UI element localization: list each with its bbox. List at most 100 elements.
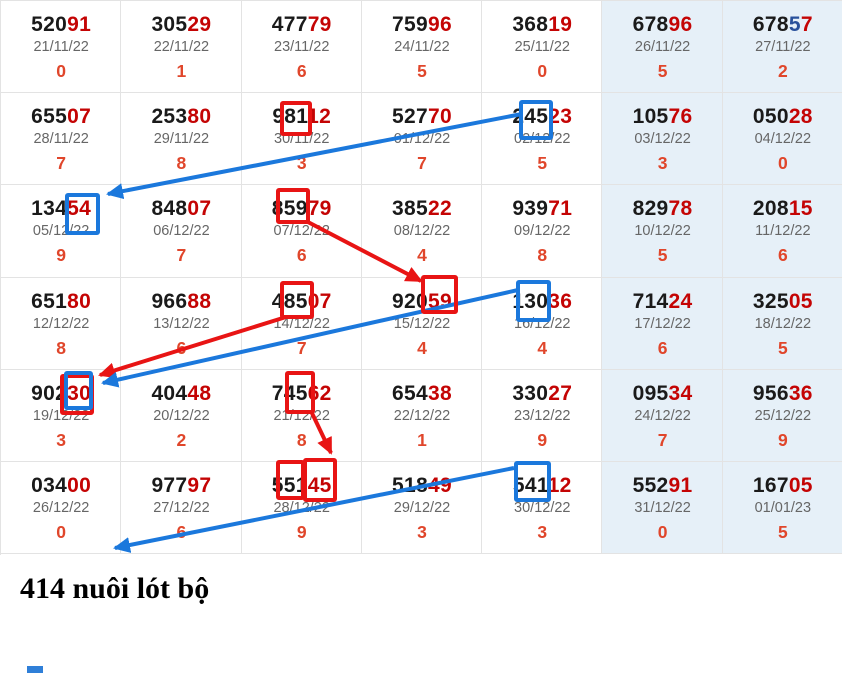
result-number: 54112 [512, 473, 572, 497]
result-number: 92059 [392, 289, 452, 313]
prediction-digit: 6 [176, 521, 187, 542]
prediction-digit: 3 [417, 521, 427, 542]
result-cell: 92059 15/12/22 4 [361, 277, 483, 370]
result-date: 09/12/22 [514, 223, 571, 240]
prediction-digit: 0 [777, 153, 788, 174]
result-date: 10/12/22 [634, 223, 691, 240]
result-date: 18/12/22 [754, 315, 812, 332]
prediction-digit: 0 [537, 61, 548, 81]
prediction-digit: 5 [417, 61, 427, 81]
result-cell: 71424 17/12/22 6 [602, 277, 723, 370]
result-date: 13/12/22 [153, 315, 210, 332]
result-date: 22/12/22 [393, 407, 451, 424]
prediction-digit: 8 [176, 153, 187, 174]
result-number: 38522 [392, 197, 452, 221]
prediction-digit: 2 [777, 61, 788, 81]
footer-caption: 414 nuôi lót bộ [20, 572, 210, 605]
prediction-digit: 8 [56, 337, 66, 358]
result-number: 09534 [632, 381, 693, 405]
result-date: 25/11/22 [514, 39, 570, 55]
result-number: 48507 [271, 289, 332, 313]
result-cell: 95636 25/12/22 9 [722, 369, 842, 462]
result-date: 23/11/22 [274, 39, 330, 55]
result-date: 01/01/23 [754, 499, 812, 516]
result-cell: 55291 31/12/22 0 [602, 461, 723, 555]
prediction-digit: 4 [417, 245, 427, 266]
result-date: 26/12/22 [32, 499, 90, 516]
result-cell: 48507 14/12/22 7 [241, 277, 362, 370]
result-number: 10576 [632, 105, 693, 129]
result-cell: 55145 28/12/22 9 [241, 461, 362, 555]
result-date: 08/12/22 [393, 223, 451, 240]
result-date: 06/12/22 [153, 223, 210, 240]
result-number: 74562 [271, 381, 332, 405]
result-date: 04/12/22 [754, 131, 812, 148]
result-number: 33027 [512, 381, 573, 405]
result-cell: 40448 20/12/22 2 [121, 369, 242, 462]
result-number: 71424 [632, 289, 693, 313]
result-number: 20815 [752, 197, 813, 221]
result-number: 52770 [392, 105, 452, 129]
result-number: 90230 [31, 381, 92, 405]
prediction-digit: 6 [657, 337, 668, 358]
result-number: 13454 [31, 197, 92, 221]
result-cell: 98112 30/11/22 3 [241, 93, 362, 186]
prediction-digit: 0 [56, 61, 66, 81]
result-date: 27/12/22 [153, 499, 210, 516]
result-cell: 36819 25/11/22 0 [482, 1, 603, 94]
result-cell: 67857 27/11/22 2 [722, 1, 842, 94]
result-cell: 24523 02/12/22 5 [482, 93, 603, 186]
result-date: 28/11/22 [33, 131, 89, 148]
result-number: 85979 [271, 197, 332, 221]
prediction-digit: 9 [777, 429, 788, 450]
result-number: 32505 [752, 289, 813, 313]
result-cell: 74562 21/12/22 8 [241, 369, 362, 462]
result-date: 19/12/22 [32, 407, 90, 424]
prediction-digit: 7 [657, 429, 668, 450]
prediction-digit: 3 [657, 153, 668, 174]
result-date: 23/12/22 [514, 407, 571, 424]
result-date: 26/11/22 [634, 39, 691, 55]
result-number: 95636 [752, 381, 813, 405]
clipped-blue-element [27, 666, 43, 673]
result-date: 27/11/22 [755, 39, 811, 55]
result-cell: 30529 22/11/22 1 [121, 1, 242, 94]
result-number: 03400 [31, 473, 92, 497]
result-number: 65507 [31, 105, 92, 129]
result-date: 16/12/22 [514, 315, 571, 332]
result-date: 05/12/22 [32, 223, 90, 240]
prediction-digit: 6 [296, 61, 307, 81]
result-number: 67896 [632, 13, 693, 36]
result-date: 20/12/22 [153, 407, 210, 424]
result-number: 96688 [151, 289, 212, 313]
prediction-digit: 8 [537, 245, 548, 266]
prediction-digit: 3 [537, 521, 548, 542]
result-cell: 13454 05/12/22 9 [1, 185, 122, 278]
result-number: 98112 [272, 105, 332, 129]
result-cell: 82978 10/12/22 5 [602, 185, 723, 278]
prediction-digit: 4 [537, 337, 548, 358]
result-cell: 33027 23/12/22 9 [482, 369, 603, 462]
prediction-digit: 7 [296, 337, 307, 358]
prediction-digit: 9 [537, 429, 548, 450]
prediction-digit: 9 [56, 245, 66, 266]
result-cell: 52091 21/11/22 0 [1, 1, 122, 94]
result-cell: 65507 28/11/22 7 [1, 93, 122, 186]
result-cell: 05028 04/12/22 0 [722, 93, 842, 186]
result-number: 47779 [271, 13, 332, 36]
result-date: 30/12/22 [514, 499, 571, 516]
result-cell: 85979 07/12/22 6 [241, 185, 362, 278]
result-date: 30/11/22 [274, 131, 330, 148]
result-number: 97797 [151, 473, 212, 497]
prediction-digit: 7 [417, 153, 427, 174]
result-date: 24/12/22 [634, 407, 691, 424]
result-cell: 97797 27/12/22 6 [121, 461, 242, 555]
result-cell: 09534 24/12/22 7 [602, 369, 723, 462]
result-cell: 38522 08/12/22 4 [361, 185, 483, 278]
result-number: 82978 [632, 197, 693, 221]
result-date: 22/11/22 [153, 39, 210, 55]
prediction-digit: 6 [777, 245, 788, 266]
result-date: 28/12/22 [273, 499, 330, 516]
result-number: 16705 [752, 473, 813, 497]
